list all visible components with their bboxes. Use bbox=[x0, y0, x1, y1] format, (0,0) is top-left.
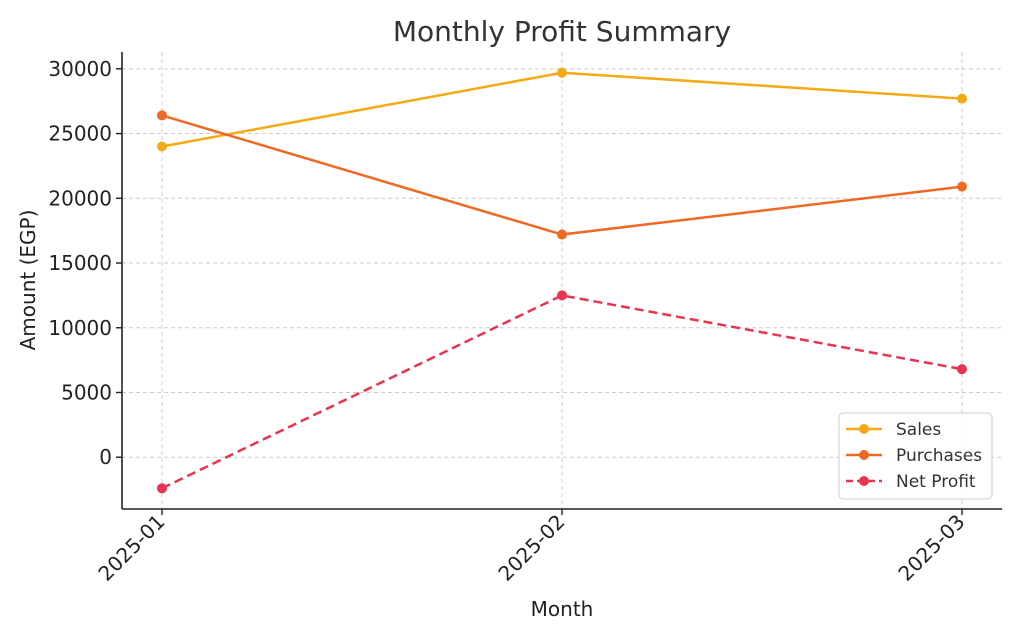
legend-frame bbox=[838, 412, 993, 500]
legend-entry-sales: Sales bbox=[846, 420, 941, 440]
data-point-sales bbox=[557, 67, 567, 78]
chart-title: Monthly Profit Summary bbox=[393, 15, 731, 48]
series-purchases bbox=[157, 110, 967, 240]
data-point-sales bbox=[157, 141, 167, 152]
y-axis-title: Amount (EGP) bbox=[16, 210, 40, 351]
series-sales bbox=[157, 67, 967, 152]
data-point-purchases bbox=[957, 181, 967, 192]
y-tick-label: 0 bbox=[99, 445, 112, 469]
data-point-net-profit bbox=[557, 290, 567, 301]
legend-label: Net Profit bbox=[896, 472, 976, 492]
x-tick-label: 2025-03 bbox=[893, 510, 969, 586]
legend-swatch-marker bbox=[859, 450, 869, 460]
legend-entry-purchases: Purchases bbox=[846, 446, 982, 466]
legend-entry-net-profit: Net Profit bbox=[846, 472, 976, 492]
series-line-net-profit bbox=[161, 294, 963, 490]
data-point-purchases bbox=[157, 110, 167, 121]
y-tick-label: 20000 bbox=[48, 186, 112, 210]
y-tick-label: 15000 bbox=[48, 251, 112, 275]
data-point-purchases bbox=[557, 229, 567, 240]
y-tick-label: 5000 bbox=[61, 380, 112, 404]
x-tick-label: 2025-02 bbox=[493, 510, 569, 586]
data-point-net-profit bbox=[157, 483, 167, 494]
series bbox=[157, 67, 967, 494]
legend: Sales Purchases Net Profit bbox=[838, 412, 993, 500]
series-net-profit bbox=[157, 290, 967, 494]
data-point-sales bbox=[957, 93, 967, 104]
legend-swatch-marker bbox=[859, 424, 869, 434]
data-point-net-profit bbox=[957, 364, 967, 375]
x-axis-title: Month bbox=[531, 597, 594, 621]
y-tick-label: 30000 bbox=[48, 57, 112, 81]
y-tick-label: 10000 bbox=[48, 316, 112, 340]
legend-swatch-marker bbox=[859, 476, 869, 486]
y-tick-label: 25000 bbox=[48, 122, 112, 146]
legend-label: Sales bbox=[896, 420, 941, 440]
x-tick-label: 2025-01 bbox=[93, 510, 169, 586]
legend-label: Purchases bbox=[896, 446, 982, 466]
